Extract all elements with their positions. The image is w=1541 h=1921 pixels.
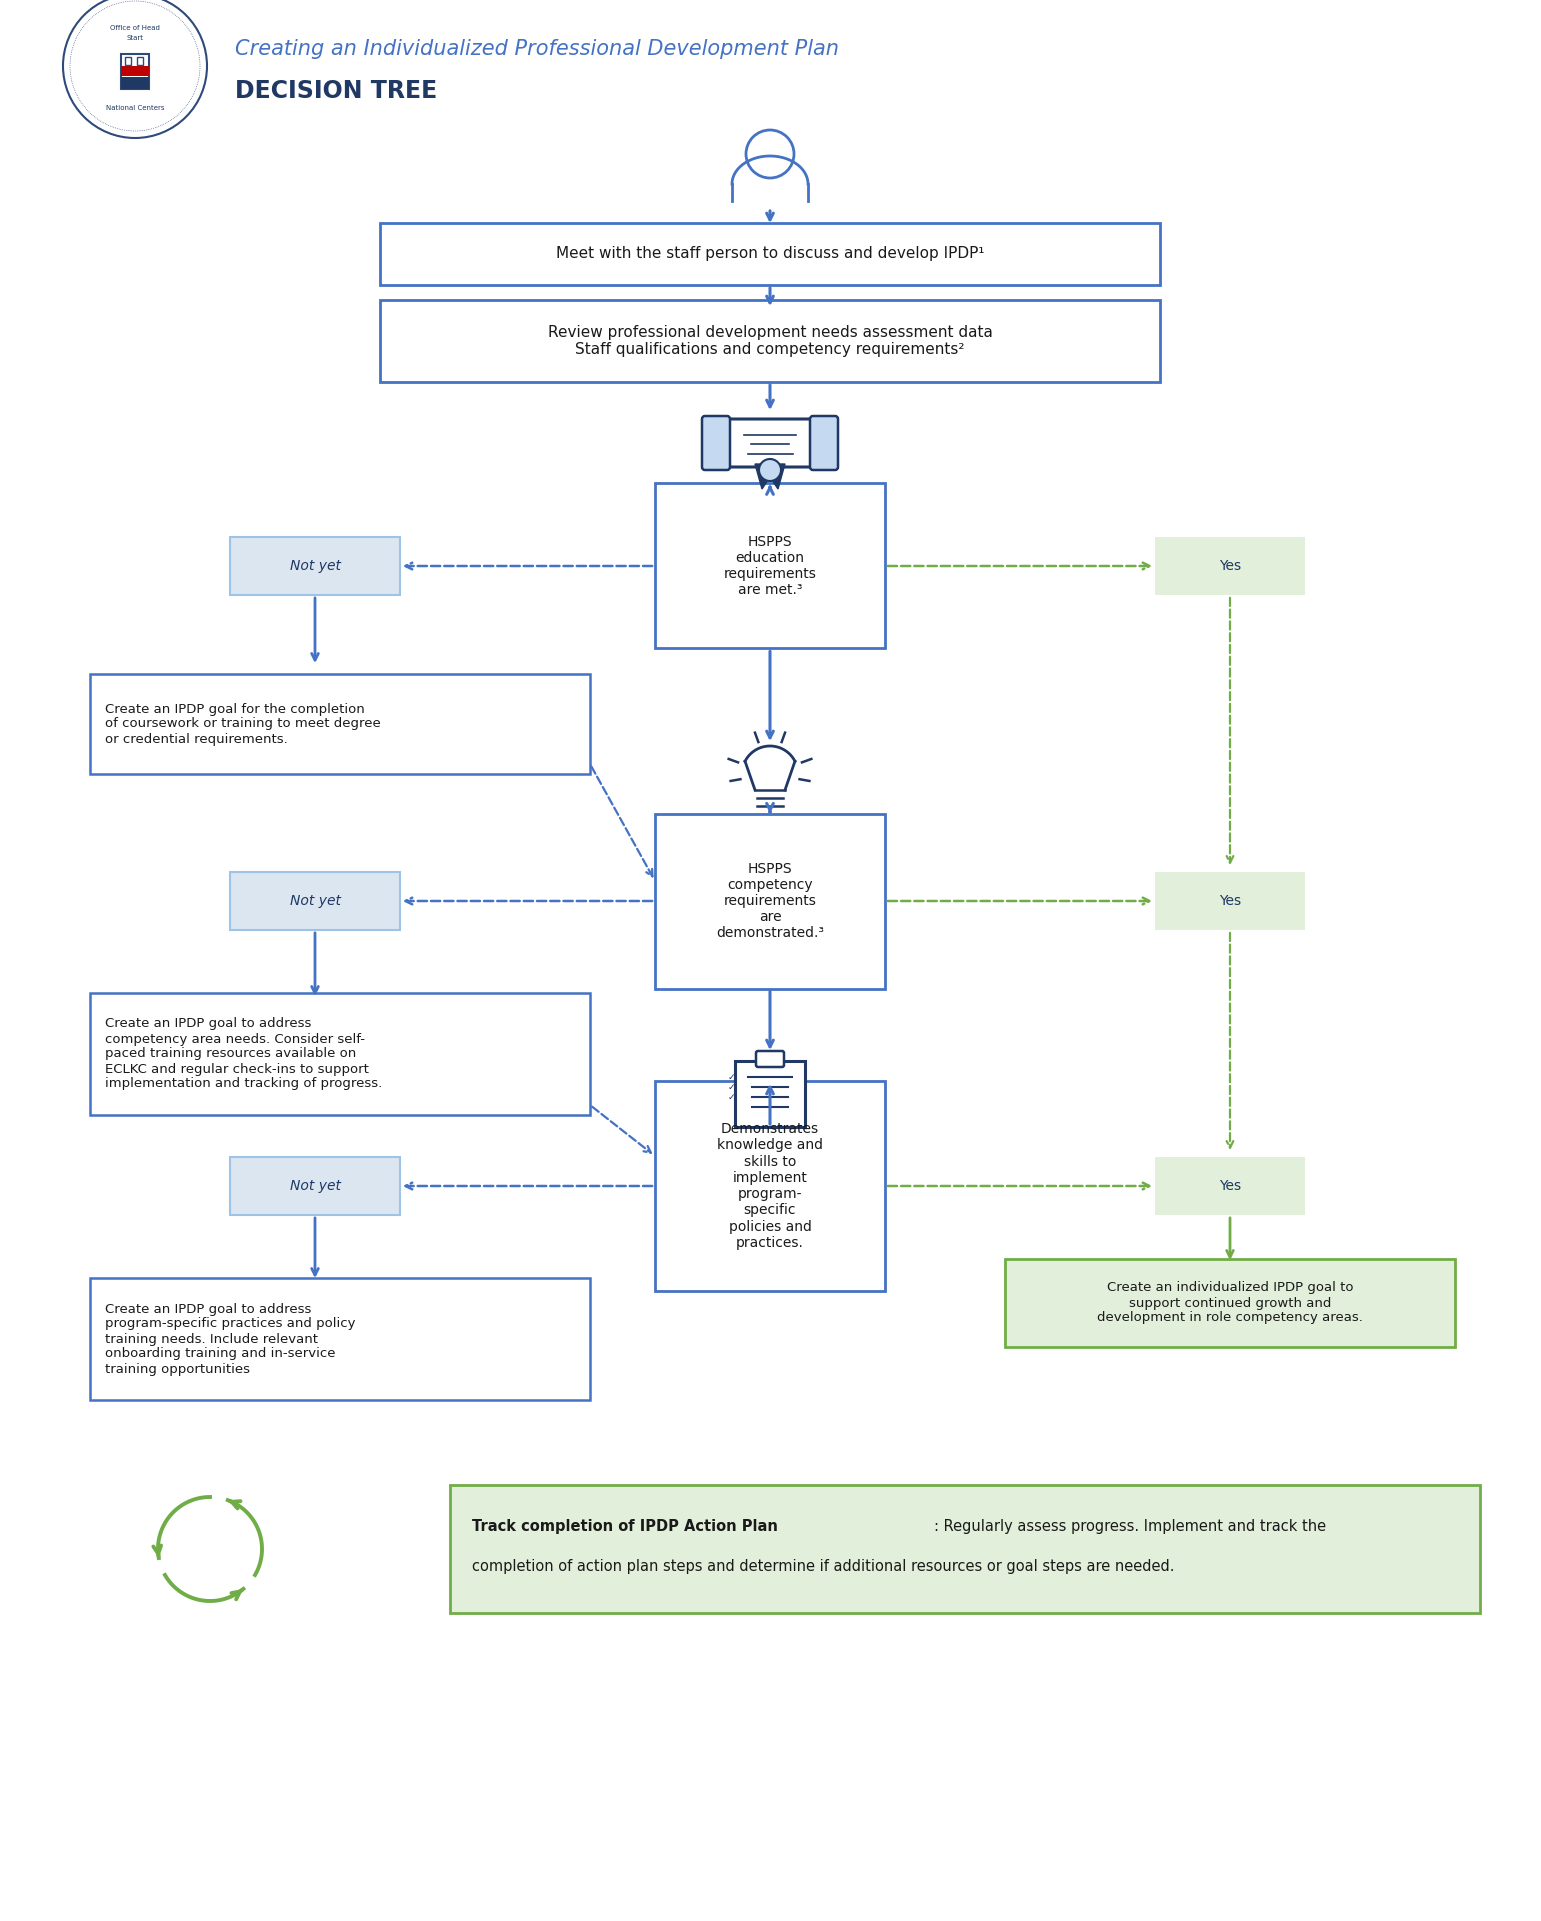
Polygon shape	[755, 465, 784, 490]
FancyBboxPatch shape	[89, 1277, 590, 1400]
Text: Create an IPDP goal for the completion
of coursework or training to meet degree
: Create an IPDP goal for the completion o…	[105, 703, 381, 745]
Text: ✓: ✓	[727, 1083, 735, 1091]
FancyBboxPatch shape	[89, 674, 590, 774]
FancyBboxPatch shape	[89, 993, 590, 1114]
Text: Yes: Yes	[1219, 559, 1241, 572]
FancyBboxPatch shape	[122, 65, 149, 77]
FancyBboxPatch shape	[230, 538, 401, 596]
Text: Create an IPDP goal to address
program-specific practices and policy
training ne: Create an IPDP goal to address program-s…	[105, 1302, 356, 1375]
FancyBboxPatch shape	[122, 77, 149, 88]
FancyBboxPatch shape	[715, 419, 824, 467]
FancyBboxPatch shape	[655, 1082, 885, 1291]
Text: DECISION TREE: DECISION TREE	[234, 79, 438, 104]
Text: National Centers: National Centers	[106, 106, 165, 111]
Text: Office of Head: Office of Head	[109, 25, 160, 31]
Circle shape	[760, 459, 781, 480]
FancyBboxPatch shape	[655, 484, 885, 649]
Text: HSPPS
competency
requirements
are
demonstrated.³: HSPPS competency requirements are demons…	[717, 863, 824, 941]
FancyBboxPatch shape	[811, 417, 838, 471]
Text: Create an individualized IPDP goal to
support continued growth and
development i: Create an individualized IPDP goal to su…	[1097, 1281, 1362, 1324]
Text: : Regularly assess progress. Implement and track the: : Regularly assess progress. Implement a…	[934, 1520, 1327, 1535]
FancyBboxPatch shape	[655, 813, 885, 989]
FancyBboxPatch shape	[137, 58, 143, 65]
Text: ✓: ✓	[727, 1093, 735, 1101]
Text: ✓: ✓	[727, 1072, 735, 1082]
Text: Track completion of IPDP Action Plan: Track completion of IPDP Action Plan	[472, 1520, 778, 1535]
Text: Review professional development needs assessment data
Staff qualifications and c: Review professional development needs as…	[547, 325, 992, 357]
FancyBboxPatch shape	[230, 872, 401, 930]
FancyBboxPatch shape	[381, 223, 1160, 284]
Text: Creating an Individualized Professional Development Plan: Creating an Individualized Professional …	[234, 38, 838, 60]
Text: Yes: Yes	[1219, 893, 1241, 909]
FancyBboxPatch shape	[1005, 1258, 1455, 1347]
Text: Yes: Yes	[1219, 1179, 1241, 1193]
Text: Demonstrates
knowledge and
skills to
implement
program-
specific
policies and
pr: Demonstrates knowledge and skills to imp…	[717, 1122, 823, 1251]
FancyBboxPatch shape	[230, 1156, 401, 1214]
Text: Not yet: Not yet	[290, 893, 341, 909]
FancyBboxPatch shape	[703, 417, 730, 471]
Text: Create an IPDP goal to address
competency area needs. Consider self-
paced train: Create an IPDP goal to address competenc…	[105, 1018, 382, 1091]
Text: Not yet: Not yet	[290, 1179, 341, 1193]
Text: Not yet: Not yet	[290, 559, 341, 572]
Text: HSPPS
education
requirements
are met.³: HSPPS education requirements are met.³	[724, 534, 817, 597]
FancyBboxPatch shape	[381, 300, 1160, 382]
Text: Meet with the staff person to discuss and develop IPDP¹: Meet with the staff person to discuss an…	[556, 246, 985, 261]
FancyBboxPatch shape	[122, 54, 149, 88]
FancyBboxPatch shape	[1156, 538, 1305, 596]
Text: completion of action plan steps and determine if additional resources or goal st: completion of action plan steps and dete…	[472, 1560, 1174, 1575]
FancyBboxPatch shape	[735, 1060, 804, 1128]
FancyBboxPatch shape	[1156, 872, 1305, 930]
FancyBboxPatch shape	[757, 1051, 784, 1066]
FancyBboxPatch shape	[1156, 1156, 1305, 1214]
FancyBboxPatch shape	[450, 1485, 1479, 1614]
FancyBboxPatch shape	[125, 58, 131, 65]
Text: Start: Start	[126, 35, 143, 40]
